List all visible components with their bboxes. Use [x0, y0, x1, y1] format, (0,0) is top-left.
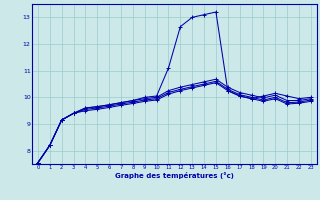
- X-axis label: Graphe des températures (°c): Graphe des températures (°c): [115, 172, 234, 179]
